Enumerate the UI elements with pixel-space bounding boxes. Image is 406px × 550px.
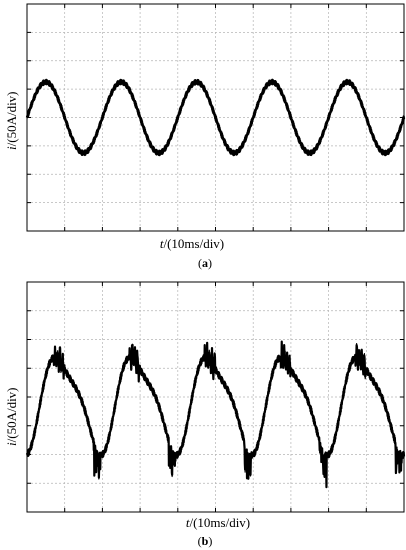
chart-a-plot (25, 3, 406, 232)
chart-b-y-axis-label: i/(50A/div) (4, 387, 19, 446)
chart-a-series-0-line (25, 80, 406, 155)
figure-panel-b: i/(50A/div) t/(10ms/div) (b) (0, 276, 406, 550)
chart-b-series-0-line (26, 343, 405, 486)
chart-b-plot (25, 281, 406, 513)
chart-a-x-axis-label: t/(10ms/div) (159, 236, 225, 251)
chart-b-x-axis-label: t/(10ms/div) (185, 515, 251, 530)
figure-panel-a: i/(50A/div) t/(10ms/div) (a) (0, 0, 406, 272)
chart-b-caption: (b) (197, 534, 213, 548)
chart-a-y-axis-label: i/(50A/div) (4, 91, 19, 150)
chart-a-caption: (a) (198, 256, 212, 270)
